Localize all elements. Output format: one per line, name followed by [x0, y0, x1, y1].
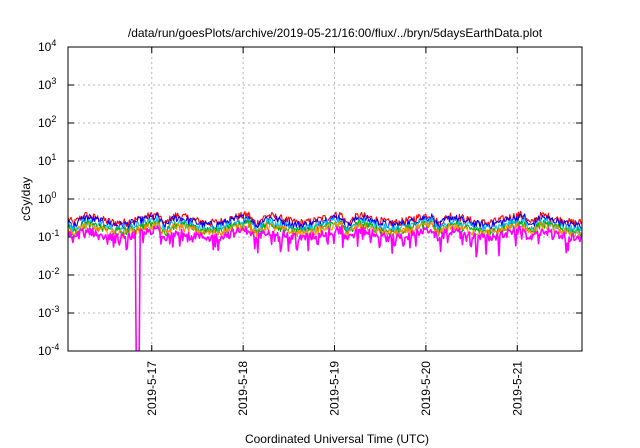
chart-title: /data/run/goesPlots/archive/2019-05-21/1… — [128, 26, 543, 40]
y-tick-label: 10-3 — [38, 304, 59, 320]
y-tick-label: 10-2 — [38, 266, 59, 282]
y-tick-label: 101 — [38, 152, 56, 168]
data-layer — [68, 210, 582, 351]
series-line — [68, 216, 582, 235]
y-tick-label: 100 — [38, 190, 56, 206]
plot-frame — [67, 46, 583, 352]
y-axis-title: cGy/day — [19, 177, 33, 221]
x-tick-label: 2019-5-18 — [236, 361, 250, 416]
y-tick-label: 10-4 — [38, 342, 59, 358]
y-tick-label: 103 — [38, 76, 56, 92]
x-tick-label: 2019-5-21 — [510, 361, 524, 416]
x-tick-label: 2019-5-17 — [145, 361, 159, 416]
y-tick-label: 104 — [38, 38, 56, 54]
series-line — [68, 225, 582, 351]
x-tick-label: 2019-5-20 — [419, 361, 433, 416]
series-line — [68, 210, 582, 228]
x-axis-title: Coordinated Universal Time (UTC) — [245, 432, 429, 446]
x-tick-label: 2019-5-19 — [328, 361, 342, 416]
y-tick-label: 10-1 — [38, 228, 59, 244]
series-line — [68, 220, 582, 240]
y-tick-label: 102 — [38, 114, 56, 130]
